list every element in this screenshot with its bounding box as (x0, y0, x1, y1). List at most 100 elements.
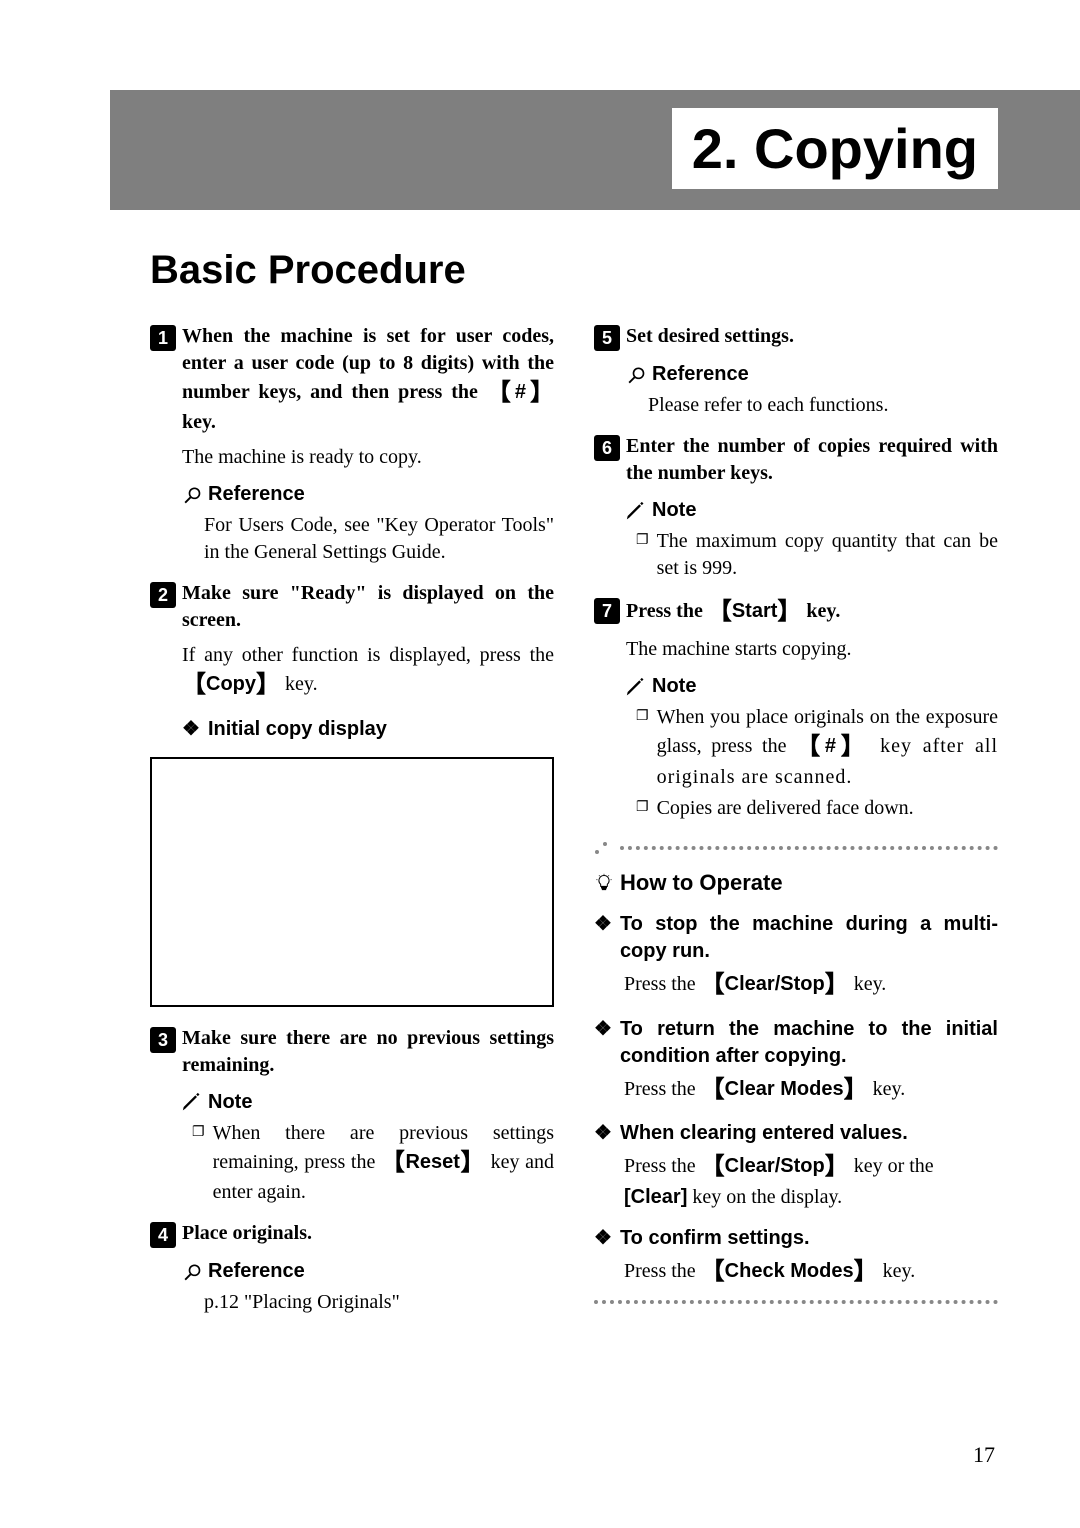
step-7: 7 Press the 【Start】 key. The machine sta… (594, 596, 998, 822)
supp-item-2-label: To return the machine to the initial con… (620, 1016, 998, 1070)
i1a: Press the (624, 973, 701, 995)
dotted-line (620, 846, 998, 850)
step-7-note-1: ❐ When you place originals on the exposu… (636, 704, 998, 790)
supp-item-3-head: ❖ When clearing entered values. (594, 1120, 998, 1147)
page-number: 17 (973, 1442, 995, 1468)
i4a: Press the (624, 1260, 701, 1282)
check-modes-key: Check Modes (725, 1260, 854, 1282)
square-bullet-icon: ❐ (636, 799, 649, 822)
step-number-icon: 5 (594, 325, 620, 351)
step-2-body: If any other function is displayed, pres… (182, 642, 554, 701)
section-title: Basic Procedure (150, 248, 1080, 293)
supp-item-4-body: Press the 【Check Modes】 key. (624, 1256, 998, 1288)
how-to-operate-label: How to Operate (620, 868, 783, 898)
clear-modes-key: Clear Modes (725, 1078, 844, 1100)
content-columns: 1 When the machine is set for user codes… (0, 323, 1080, 1330)
step-6-text: Enter the number of copies required with… (626, 433, 998, 487)
square-bullet-icon: ❐ (636, 708, 649, 790)
step-number-icon: 4 (150, 1222, 176, 1248)
how-to-operate-heading: How to Operate (594, 868, 998, 898)
step-7-head: 7 Press the 【Start】 key. (594, 596, 998, 628)
reference-icon (626, 365, 646, 385)
clear-key: [Clear] (624, 1186, 687, 1208)
reference-label: Reference (652, 361, 749, 388)
i3b: key or the (849, 1155, 934, 1177)
supp-item-4-label: To confirm settings. (620, 1225, 810, 1252)
i3a: Press the (624, 1155, 701, 1177)
step-7-text-b: key. (801, 600, 840, 622)
step-6-head: 6 Enter the number of copies required wi… (594, 433, 998, 487)
supp-item-3-body: Press the 【Clear/Stop】 key or the [Clear… (624, 1151, 998, 1210)
note-heading: Note (626, 497, 998, 524)
supp-item-1-label: To stop the machine during a multi-copy … (620, 911, 998, 965)
step-number-icon: 6 (594, 435, 620, 461)
dotted-divider-bottom (594, 1300, 998, 1304)
step-6: 6 Enter the number of copies required wi… (594, 433, 998, 582)
step-number-icon: 2 (150, 582, 176, 608)
step-5-text: Set desired settings. (626, 323, 998, 350)
step-1-text-b: key. (182, 411, 216, 433)
note-heading: Note (626, 673, 998, 700)
clear-stop-key: Clear/Stop (725, 1155, 825, 1177)
supp-item-2-head: ❖ To return the machine to the initial c… (594, 1016, 998, 1070)
diamond-icon: ❖ (594, 1120, 612, 1146)
reference-heading: Reference (182, 481, 554, 508)
display-placeholder-box (150, 757, 554, 1007)
step-4: 4 Place originals. Reference p.12 "Placi… (150, 1220, 554, 1316)
square-bullet-icon: ❐ (192, 1124, 205, 1206)
step-7-body: The machine starts copying. (626, 636, 998, 663)
diamond-icon: ❖ (594, 911, 612, 937)
step-7-note-2: ❐ Copies are delivered face down. (636, 795, 998, 822)
reference-icon (182, 1262, 202, 1282)
step-2: 2 Make sure "Ready" is displayed on the … (150, 580, 554, 1006)
step-4-head: 4 Place originals. (150, 1220, 554, 1248)
divider-corner-icon (594, 841, 608, 855)
step-4-ref-body: p.12 "Placing Originals" (204, 1289, 554, 1316)
reference-icon (182, 485, 202, 505)
diamond-icon: ❖ (182, 716, 200, 742)
i1b: key. (849, 973, 887, 995)
chapter-title: 2. Copying (692, 116, 978, 181)
step-number-icon: 7 (594, 598, 620, 624)
step-4-text: Place originals. (182, 1220, 554, 1247)
note-label: Note (652, 497, 696, 524)
step-6-note: ❐ The maximum copy quantity that can be … (636, 528, 998, 582)
step-3: 3 Make sure there are no previous settin… (150, 1025, 554, 1206)
step-2-text: Make sure "Ready" is displayed on the sc… (182, 580, 554, 634)
step-7-text-a: Press the (626, 600, 708, 622)
supp-item-3-label: When clearing entered values. (620, 1120, 908, 1147)
note-icon (182, 1092, 202, 1112)
reference-label: Reference (208, 1258, 305, 1285)
reference-body: For Users Code, see "Key Operator Tools"… (204, 512, 554, 566)
i2a: Press the (624, 1078, 701, 1100)
chapter-header: 2. Copying (0, 0, 1080, 210)
step-1-head: 1 When the machine is set for user codes… (150, 323, 554, 436)
i2b: key. (868, 1078, 906, 1100)
reference-label: Reference (208, 481, 305, 508)
left-column: 1 When the machine is set for user codes… (150, 323, 554, 1330)
step-5-ref-body: Please refer to each functions. (648, 392, 998, 419)
chapter-title-box: 2. Copying (672, 108, 998, 189)
reference-heading: Reference (626, 361, 998, 388)
diamond-icon: ❖ (594, 1225, 612, 1251)
step-3-note-text: When there are previous settings remaini… (213, 1120, 554, 1206)
step-7-note-1-text: When you place originals on the exposure… (657, 704, 998, 790)
supp-item-1-body: Press the 【Clear/Stop】 key. (624, 969, 998, 1001)
i4b: key. (878, 1260, 916, 1282)
start-key: Start (732, 600, 778, 622)
initial-display-heading: ❖ Initial copy display (182, 716, 554, 743)
note-heading: Note (182, 1089, 554, 1116)
dotted-divider (594, 840, 998, 856)
step-3-head: 3 Make sure there are no previous settin… (150, 1025, 554, 1079)
step-1: 1 When the machine is set for user codes… (150, 323, 554, 566)
step-number-icon: 1 (150, 325, 176, 351)
square-bullet-icon: ❐ (636, 532, 649, 582)
step-5: 5 Set desired settings. Reference Please… (594, 323, 998, 419)
step-2-body-a: If any other function is displayed, pres… (182, 644, 554, 666)
copy-key: Copy (206, 673, 256, 695)
note-icon (626, 677, 646, 697)
supp-item-4-head: ❖ To confirm settings. (594, 1225, 998, 1252)
step-6-note-text: The maximum copy quantity that can be se… (657, 528, 998, 582)
note-label: Note (208, 1089, 252, 1116)
reference-heading: Reference (182, 1258, 554, 1285)
